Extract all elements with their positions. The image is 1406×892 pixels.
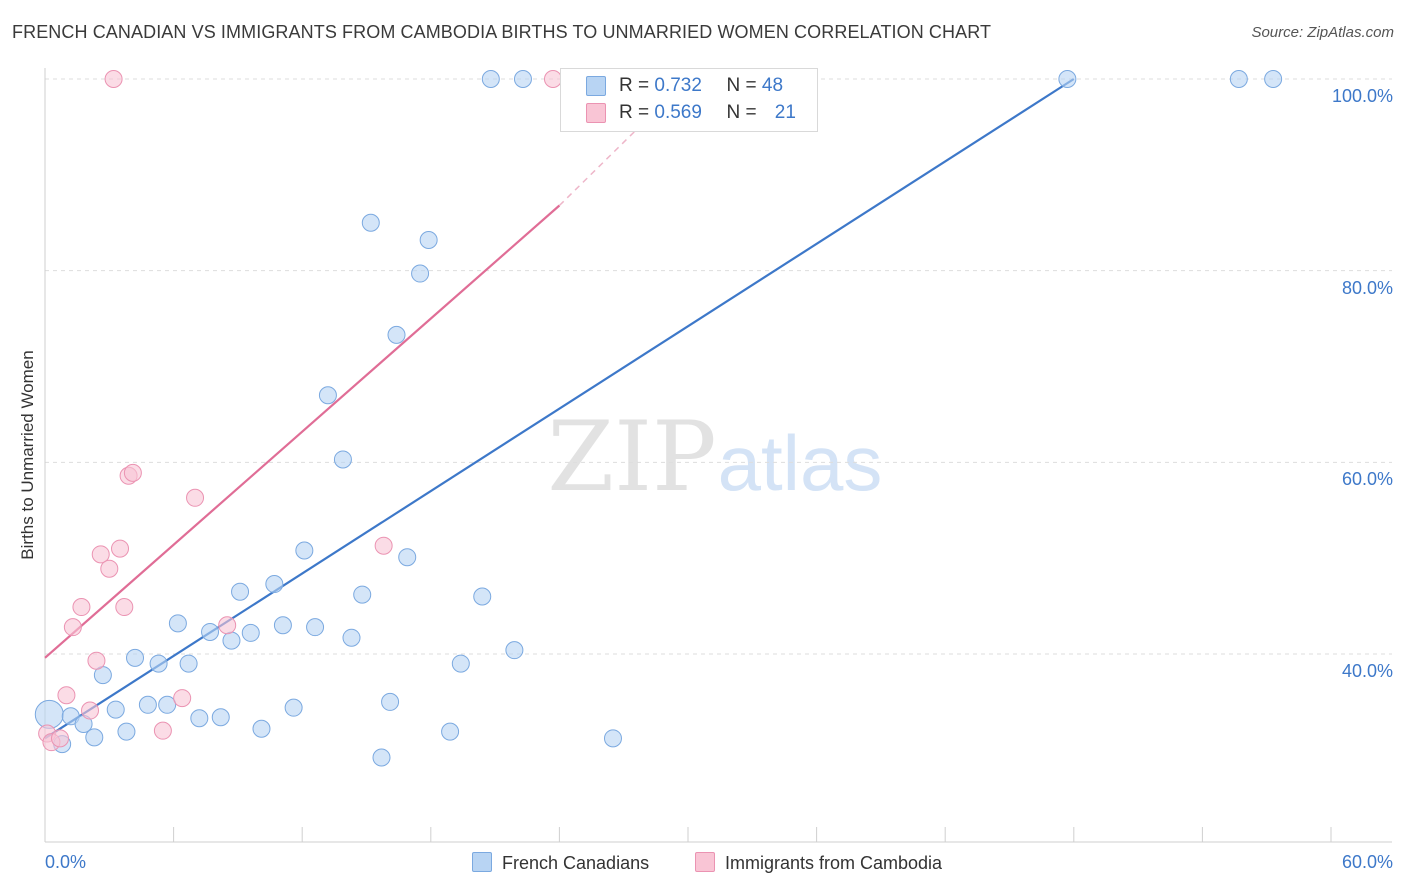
data-point-french-canadians [265, 575, 284, 594]
chart-title: FRENCH CANADIAN VS IMMIGRANTS FROM CAMBO… [12, 22, 992, 42]
data-point-french-canadians [1264, 70, 1283, 88]
data-point-french-canadians [318, 386, 337, 405]
data-point-french-canadians [138, 695, 157, 714]
data-point-cambodia [57, 686, 76, 705]
data-point-cambodia [543, 70, 562, 88]
data-point-french-canadians [190, 709, 209, 728]
trend-line-extension-1 [558, 78, 689, 207]
source-label: Source: ZipAtlas.com [1251, 24, 1394, 41]
data-point-cambodia [63, 618, 82, 637]
legend-swatch-blue [472, 852, 492, 872]
data-point-french-canadians [222, 631, 241, 650]
data-point-french-canadians [231, 582, 250, 601]
data-point-cambodia [100, 559, 119, 578]
data-point-french-canadians [473, 587, 492, 606]
r-label: R = [619, 102, 650, 123]
legend-swatch-blue [586, 76, 606, 96]
stats-legend: R = 0.732 N = 48 R = 0.569 N = 21 [560, 68, 818, 132]
data-point-french-canadians [158, 695, 177, 714]
data-point-cambodia [104, 70, 123, 88]
legend-label: French Canadians [502, 853, 650, 873]
data-point-french-canadians [211, 708, 230, 727]
data-point-french-canadians [273, 616, 292, 635]
data-point-french-canadians [441, 722, 460, 741]
data-point-cambodia [186, 488, 205, 507]
data-point-cambodia [173, 689, 192, 708]
data-point-french-canadians [342, 628, 361, 647]
watermark-atlas: atlas [718, 419, 883, 507]
data-point-french-canadians [333, 450, 352, 469]
data-point-french-canadians [513, 70, 532, 88]
n-value: 48 [761, 75, 784, 96]
r-value: 0.732 [654, 75, 702, 96]
data-point-french-canadians [201, 622, 220, 641]
data-point-french-canadians [295, 541, 314, 560]
y-tick-label: 40.0% [1341, 661, 1393, 681]
data-point-french-canadians [34, 699, 64, 729]
data-point-cambodia [111, 539, 130, 558]
data-point-cambodia [87, 651, 106, 670]
data-point-cambodia [374, 536, 393, 555]
data-point-cambodia [153, 721, 172, 740]
legend-item-cambodia: Immigrants from Cambodia [695, 852, 942, 874]
data-point-french-canadians [1058, 70, 1077, 88]
data-point-french-canadians [381, 692, 400, 711]
data-point-french-canadians [149, 654, 168, 673]
data-point-french-canadians [361, 213, 380, 232]
data-point-cambodia [115, 598, 134, 617]
data-point-french-canadians [411, 264, 430, 283]
watermark: ZIP atlas [547, 401, 882, 513]
data-point-cambodia [123, 463, 142, 482]
n-value: 21 [774, 102, 796, 123]
data-point-cambodia [218, 616, 237, 635]
data-point-french-canadians [306, 618, 325, 637]
data-points [34, 70, 1283, 767]
data-point-cambodia [51, 729, 70, 748]
data-point-cambodia [81, 701, 100, 720]
data-point-french-canadians [284, 698, 303, 717]
legend-item-french-canadians: French Canadians [472, 852, 649, 874]
data-point-french-canadians [117, 722, 136, 741]
data-point-french-canadians [252, 719, 271, 738]
data-point-french-canadians [179, 654, 198, 673]
trend-lines [44, 78, 1075, 740]
data-point-french-canadians [1229, 70, 1248, 88]
x-tick-label-max: 60.0% [1341, 852, 1393, 872]
y-tick-label: 100.0% [1331, 86, 1393, 106]
gridlines [45, 78, 1392, 655]
data-point-french-canadians [603, 729, 622, 748]
r-label: R = [619, 75, 650, 96]
data-point-french-canadians [387, 325, 406, 344]
trend-line-1 [44, 204, 561, 659]
y-tick-label: 80.0% [1341, 277, 1393, 298]
legend-swatch-pink [586, 103, 606, 123]
trend-line-0 [44, 78, 1075, 740]
data-point-french-canadians [353, 585, 372, 604]
n-label: N = [726, 75, 757, 96]
data-point-french-canadians [451, 654, 470, 673]
data-point-french-canadians [419, 231, 438, 249]
data-point-cambodia [91, 545, 110, 564]
data-point-french-canadians [372, 748, 391, 767]
y-tick-label: 60.0% [1341, 469, 1393, 490]
data-point-french-canadians [106, 700, 125, 719]
data-point-french-canadians [85, 728, 104, 747]
legend-label: Immigrants from Cambodia [725, 853, 943, 873]
data-point-french-canadians [168, 614, 187, 633]
x-ticks [44, 827, 1332, 842]
n-label: N = [726, 102, 757, 123]
r-value: 0.569 [654, 102, 702, 123]
x-tick-label-min: 0.0% [45, 852, 87, 872]
data-point-french-canadians [398, 548, 417, 567]
legend-swatch-pink [695, 852, 715, 872]
watermark-zip: ZIP [547, 401, 716, 513]
data-point-french-canadians [505, 641, 524, 660]
data-point-french-canadians [481, 70, 500, 88]
data-point-french-canadians [126, 648, 145, 667]
data-point-cambodia [72, 598, 91, 617]
data-point-french-canadians [241, 623, 260, 642]
